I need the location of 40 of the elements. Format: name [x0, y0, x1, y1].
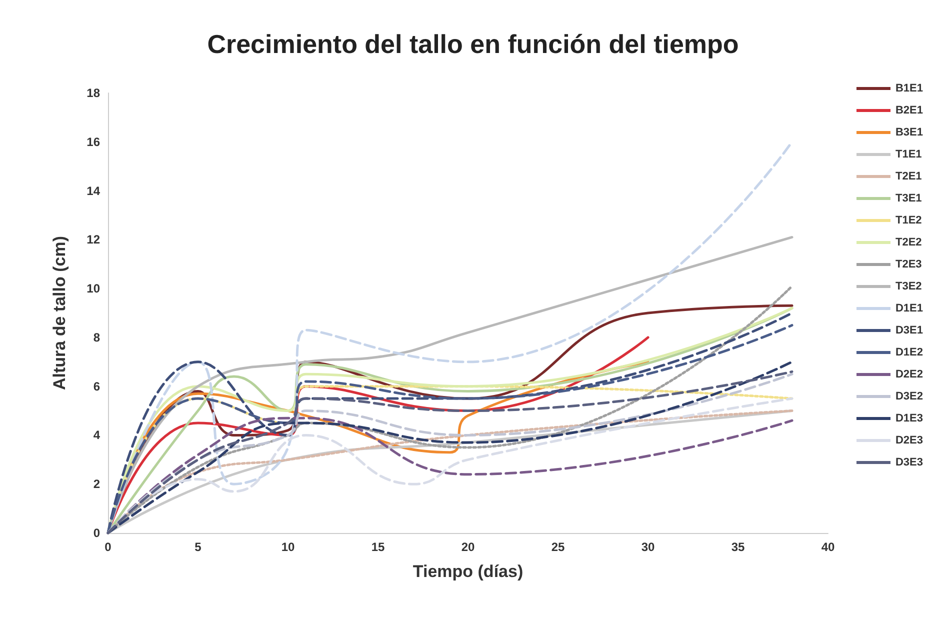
y-tick-label: 10 — [86, 282, 100, 296]
x-tick-label: 5 — [194, 540, 202, 554]
legend-label: D3E2 — [895, 390, 924, 402]
y-tick-label: 4 — [93, 428, 100, 442]
x-tick-label: 30 — [641, 540, 655, 554]
x-axis-title: Tiempo (días) — [412, 562, 524, 581]
x-tick-label: 10 — [281, 540, 295, 554]
legend-label: T1E1 — [895, 148, 922, 160]
chart-title: Crecimiento del tallo en función del tiempo — [207, 29, 739, 59]
legend-label: D2E3 — [895, 434, 924, 446]
legend-label: B1E1 — [895, 82, 924, 94]
legend-label: D3E3 — [895, 456, 924, 468]
legend-label: B2E1 — [895, 104, 924, 116]
y-tick-label: 12 — [86, 232, 100, 247]
legend-label: B3E1 — [895, 126, 924, 138]
x-tick-label: 25 — [551, 540, 565, 554]
y-tick-label: 2 — [93, 477, 100, 492]
y-tick-label: 8 — [93, 330, 100, 344]
x-tick-label: 0 — [104, 540, 112, 554]
legend-label: D2E2 — [895, 368, 924, 380]
x-tick-label: 15 — [371, 540, 385, 554]
legend-label: T3E1 — [895, 192, 922, 204]
legend-label: D1E2 — [895, 346, 924, 358]
legend-label: T2E2 — [895, 236, 922, 248]
y-tick-label: 14 — [86, 184, 100, 198]
legend-label: D3E1 — [895, 324, 924, 336]
legend-label: T3E2 — [895, 280, 922, 292]
legend-label: D1E3 — [895, 412, 924, 424]
y-axis-title: Altura de tallo (cm) — [50, 236, 69, 390]
y-tick-label: 0 — [93, 526, 100, 540]
x-tick-label: 20 — [461, 540, 475, 554]
x-tick-label: 40 — [821, 540, 835, 554]
y-tick-label: 18 — [86, 86, 100, 100]
x-tick-label: 35 — [731, 540, 745, 554]
legend-label: T1E2 — [895, 214, 922, 226]
y-tick-label: 16 — [86, 134, 100, 149]
legend-label: D1E1 — [895, 302, 924, 314]
legend-label: T2E1 — [895, 170, 922, 182]
y-tick-label: 6 — [93, 379, 100, 394]
legend-label: T2E3 — [895, 258, 922, 270]
